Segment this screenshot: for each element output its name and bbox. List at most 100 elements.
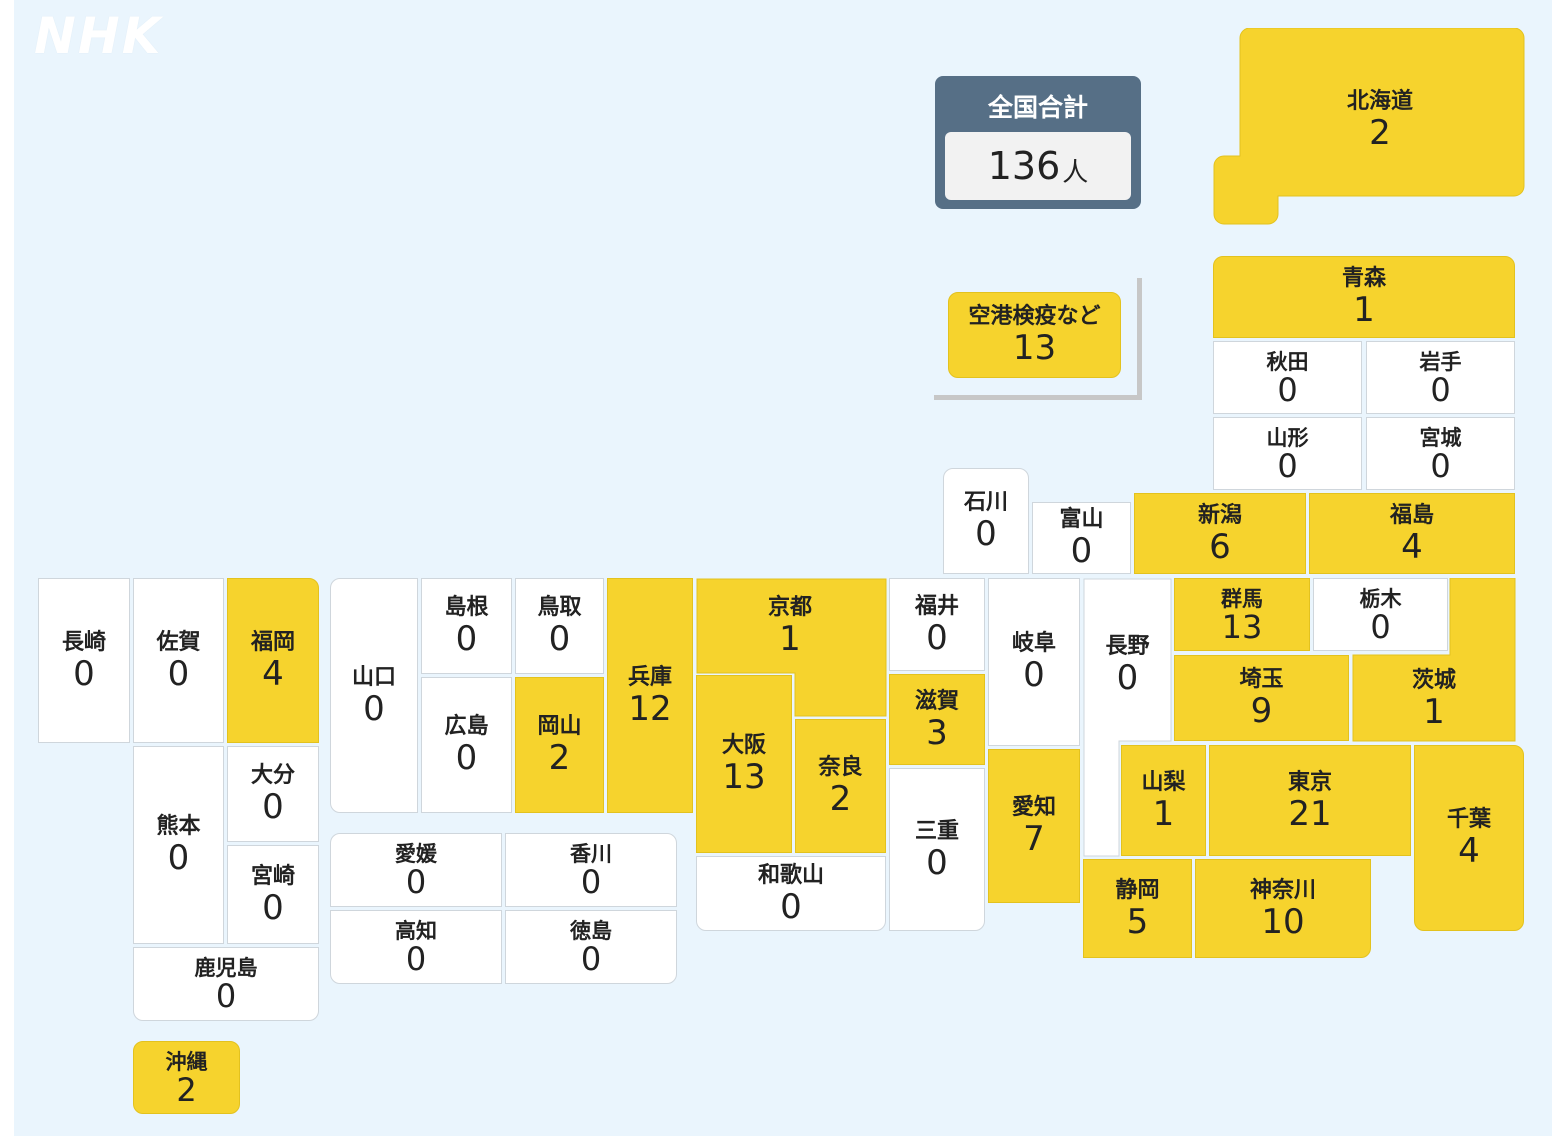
pref-count: 0 [167, 838, 190, 878]
pref-count: 0 [1430, 446, 1451, 485]
pref-ibaraki[interactable]: 茨城 1 [1353, 656, 1515, 741]
pref-name: 三重 [914, 818, 959, 844]
pref-hokkaido-shape[interactable] [1212, 28, 1528, 226]
pref-kanagawa[interactable]: 神奈川 10 [1195, 859, 1371, 958]
pref-name: 空港検疫など [968, 304, 1101, 329]
pref-gifu[interactable]: 岐阜 0 [988, 578, 1080, 746]
pref-hokkaido-area [1213, 28, 1525, 225]
pref-toyama[interactable]: 富山 0 [1032, 502, 1131, 574]
pref-iwate[interactable]: 岩手 0 [1366, 341, 1515, 414]
pref-fukui[interactable]: 福井 0 [889, 578, 985, 671]
pref-aomori[interactable]: 青森 1 [1213, 256, 1515, 338]
pref-miyagi[interactable]: 宮城 0 [1366, 417, 1515, 490]
pref-tokushima[interactable]: 徳島 0 [505, 910, 677, 984]
pref-name: 徳島 [570, 919, 612, 943]
pref-name: 島根 [444, 595, 489, 620]
national-total-box: 全国合計 136 人 [935, 76, 1141, 209]
pref-saitama[interactable]: 埼玉 9 [1174, 655, 1349, 741]
pref-kochi[interactable]: 高知 0 [330, 910, 502, 984]
pref-nagano[interactable]: 長野 0 [1085, 605, 1170, 725]
pref-tochigi[interactable]: 栃木 0 [1313, 578, 1448, 651]
pref-fukushima[interactable]: 福島 4 [1309, 493, 1515, 574]
pref-name: 秋田 [1266, 349, 1309, 374]
pref-count: 0 [975, 514, 997, 554]
nhk-logo: NHK [34, 7, 163, 65]
pref-nara[interactable]: 奈良 2 [795, 719, 886, 853]
pref-name: 京都 [767, 595, 812, 620]
pref-okinawa[interactable]: 沖縄 2 [133, 1041, 240, 1114]
pref-hyogo[interactable]: 兵庫 12 [607, 578, 693, 813]
pref-yamanashi[interactable]: 山梨 1 [1121, 745, 1206, 856]
pref-count: 0 [548, 619, 571, 659]
pref-count: 13 [1012, 328, 1057, 368]
pref-kagawa[interactable]: 香川 0 [505, 833, 677, 907]
pref-name: 兵庫 [627, 664, 672, 690]
pref-count: 0 [455, 738, 478, 778]
pref-count: 0 [262, 887, 284, 928]
pref-name: 富山 [1059, 507, 1104, 532]
pref-aichi[interactable]: 愛知 7 [988, 749, 1080, 903]
pref-count: 0 [1430, 370, 1451, 409]
pref-shiga[interactable]: 滋賀 3 [889, 674, 985, 765]
pref-kagoshima[interactable]: 鹿児島 0 [133, 947, 319, 1021]
pref-count: 1 [1423, 691, 1445, 732]
pref-yamagata[interactable]: 山形 0 [1213, 417, 1362, 490]
pref-count: 2 [548, 738, 571, 778]
pref-name: 青森 [1341, 266, 1386, 291]
pref-name: 北海道 [1346, 89, 1413, 114]
pref-count: 0 [926, 617, 948, 658]
pref-wakayama[interactable]: 和歌山 0 [696, 856, 886, 931]
pref-count: 0 [167, 653, 190, 694]
pref-count: 21 [1288, 793, 1332, 834]
pref-count: 1 [779, 619, 801, 659]
pref-count: 5 [1126, 901, 1149, 942]
airport-bracket-vertical [1137, 278, 1142, 400]
pref-kyoto[interactable]: 京都 1 [720, 584, 860, 668]
pref-name: 沖縄 [165, 1049, 208, 1074]
pref-count: 1 [1353, 290, 1375, 330]
pref-name: 大分 [250, 763, 295, 788]
national-total-label: 全国合計 [987, 93, 1088, 122]
pref-name: 愛知 [1011, 795, 1056, 820]
pref-airport[interactable]: 空港検疫など 13 [948, 292, 1121, 378]
pref-miyazaki[interactable]: 宮崎 0 [227, 845, 319, 944]
pref-kyoto-shape[interactable] [696, 578, 888, 718]
pref-osaka[interactable]: 大阪 13 [696, 675, 792, 853]
pref-fukuoka[interactable]: 福岡 4 [227, 578, 319, 743]
pref-okayama[interactable]: 岡山 2 [515, 677, 604, 813]
pref-nagano-shape[interactable] [1083, 578, 1173, 858]
pref-shizuoka[interactable]: 静岡 5 [1083, 859, 1192, 958]
pref-oita[interactable]: 大分 0 [227, 746, 319, 842]
pref-ehime[interactable]: 愛媛 0 [330, 833, 502, 907]
pref-akita[interactable]: 秋田 0 [1213, 341, 1362, 414]
pref-name: 埼玉 [1239, 667, 1284, 692]
pref-hiroshima[interactable]: 広島 0 [421, 677, 512, 813]
pref-chiba[interactable]: 千葉 4 [1414, 745, 1524, 931]
pref-yamaguchi[interactable]: 山口 0 [330, 578, 418, 813]
pref-hokkaido[interactable]: 北海道 2 [1300, 80, 1460, 160]
pref-name: 鹿児島 [194, 956, 258, 980]
pref-saga[interactable]: 佐賀 0 [133, 578, 224, 743]
pref-ishikawa[interactable]: 石川 0 [943, 468, 1029, 574]
pref-gunma[interactable]: 群馬 13 [1174, 578, 1310, 651]
pref-name: 福岡 [250, 629, 295, 655]
pref-ibaraki-shape[interactable] [1352, 578, 1516, 742]
pref-niigata[interactable]: 新潟 6 [1134, 493, 1306, 574]
pref-name: 神奈川 [1249, 877, 1316, 903]
pref-count: 3 [926, 712, 948, 753]
pref-name: 福島 [1389, 502, 1434, 528]
pref-name: 滋賀 [914, 688, 959, 714]
pref-name: 栃木 [1359, 586, 1402, 611]
pref-kumamoto[interactable]: 熊本 0 [133, 746, 224, 944]
pref-tottori[interactable]: 鳥取 0 [515, 578, 604, 674]
pref-tokyo[interactable]: 東京 21 [1209, 745, 1411, 856]
pref-count: 2 [176, 1070, 197, 1109]
pref-name: 石川 [963, 490, 1008, 515]
pref-mie[interactable]: 三重 0 [889, 768, 985, 931]
pref-count: 0 [1116, 658, 1139, 698]
pref-shimane[interactable]: 島根 0 [421, 578, 512, 674]
pref-name: 新潟 [1197, 502, 1242, 528]
pref-count: 0 [780, 886, 802, 927]
pref-name: 群馬 [1221, 586, 1263, 611]
pref-nagasaki[interactable]: 長崎 0 [38, 578, 130, 743]
